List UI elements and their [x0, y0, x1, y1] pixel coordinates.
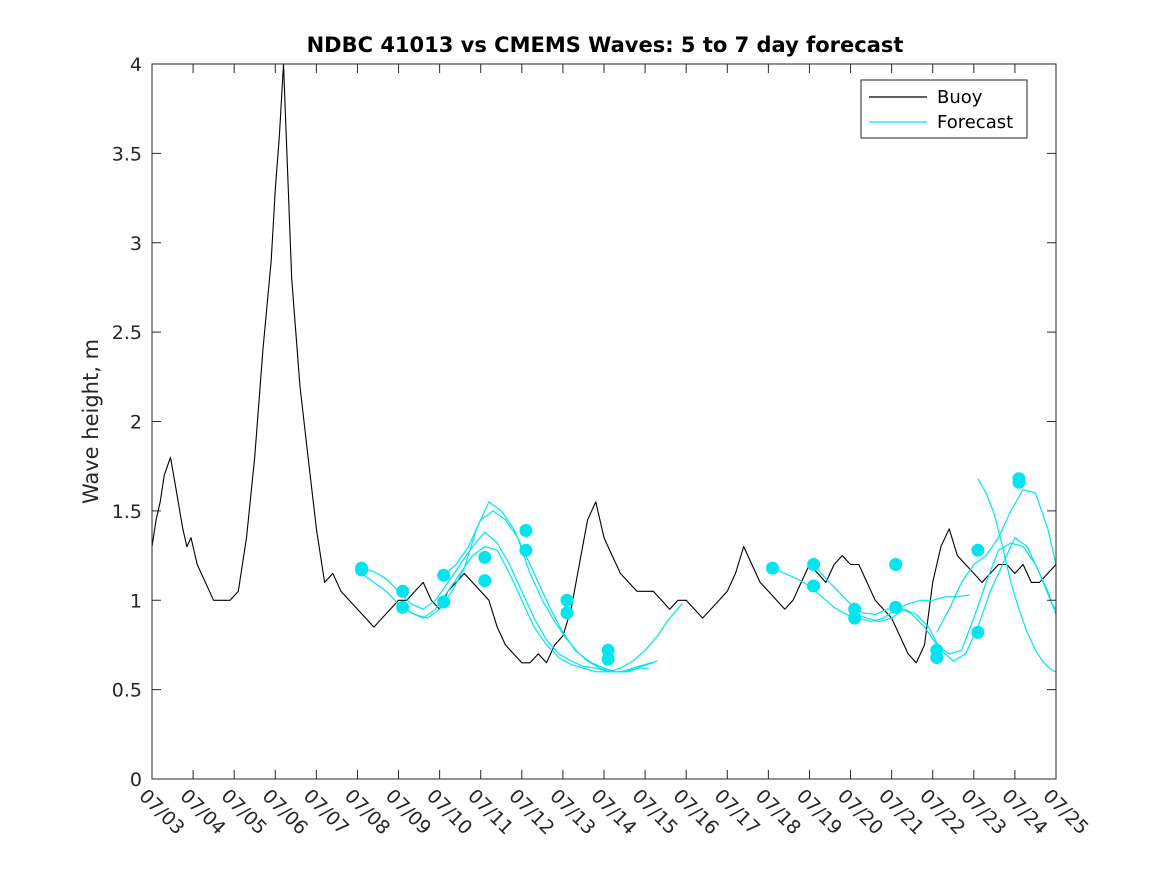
forecast-series-line-4	[443, 510, 654, 673]
chart-title: NDBC 41013 vs CMEMS Waves: 5 to 7 day fo…	[307, 33, 904, 57]
forecast-series-line-5	[772, 567, 970, 623]
forecast-init-marker	[601, 652, 615, 666]
y-tick-label: 0.5	[112, 680, 142, 702]
y-tick-label: 3.5	[112, 143, 142, 165]
legend-box	[860, 79, 1028, 139]
forecast-init-marker	[889, 600, 903, 614]
y-tick-label: 1	[130, 590, 142, 612]
y-axis: 0 0.5 1 1.5 2 2.5 3 3.5 4	[112, 54, 1056, 791]
forecast-init-marker	[519, 543, 533, 557]
forecast-init-marker	[889, 558, 903, 571]
forecast-init-marker	[807, 558, 821, 571]
buoy-series-line	[151, 63, 1057, 664]
forecast-init-marker	[437, 595, 451, 609]
forecast-init-marker	[930, 651, 944, 664]
y-tick-label: 2.5	[112, 322, 142, 344]
forecast-init-marker	[396, 584, 410, 598]
y-tick-label: 3	[130, 233, 142, 255]
forecast-init-marker	[560, 606, 574, 620]
forecast-init-marker	[766, 561, 779, 575]
legend: Buoy Forecast	[860, 79, 1028, 139]
y-tick-label: 1.5	[112, 501, 142, 523]
y-tick-label: 2	[130, 412, 142, 434]
forecast-init-marker	[560, 593, 574, 607]
forecast-init-marker	[971, 625, 985, 639]
forecast-series-line-9	[977, 478, 1057, 673]
forecast-init-marker	[478, 550, 492, 564]
forecast-series-line-7	[854, 537, 1057, 662]
legend-label-buoy: Buoy	[937, 87, 983, 108]
forecast-series-line-8	[936, 488, 1057, 633]
forecast-init-marker	[971, 543, 985, 557]
legend-label-forecast: Forecast	[937, 112, 1013, 133]
forecast-init-marker	[807, 579, 821, 593]
forecast-init-marker	[1012, 475, 1026, 489]
y-tick-label: 0	[130, 769, 142, 791]
forecast-init-marker	[396, 600, 410, 614]
y-tick-label: 4	[130, 54, 142, 76]
y-axis-label: Wave height, m	[79, 339, 103, 504]
forecast-init-marker	[848, 611, 862, 625]
marker-layer	[355, 472, 1026, 666]
forecast-init-marker	[355, 563, 369, 577]
forecast-init-marker	[519, 524, 533, 537]
forecast-init-marker	[478, 574, 492, 588]
forecast-init-marker	[437, 568, 451, 582]
